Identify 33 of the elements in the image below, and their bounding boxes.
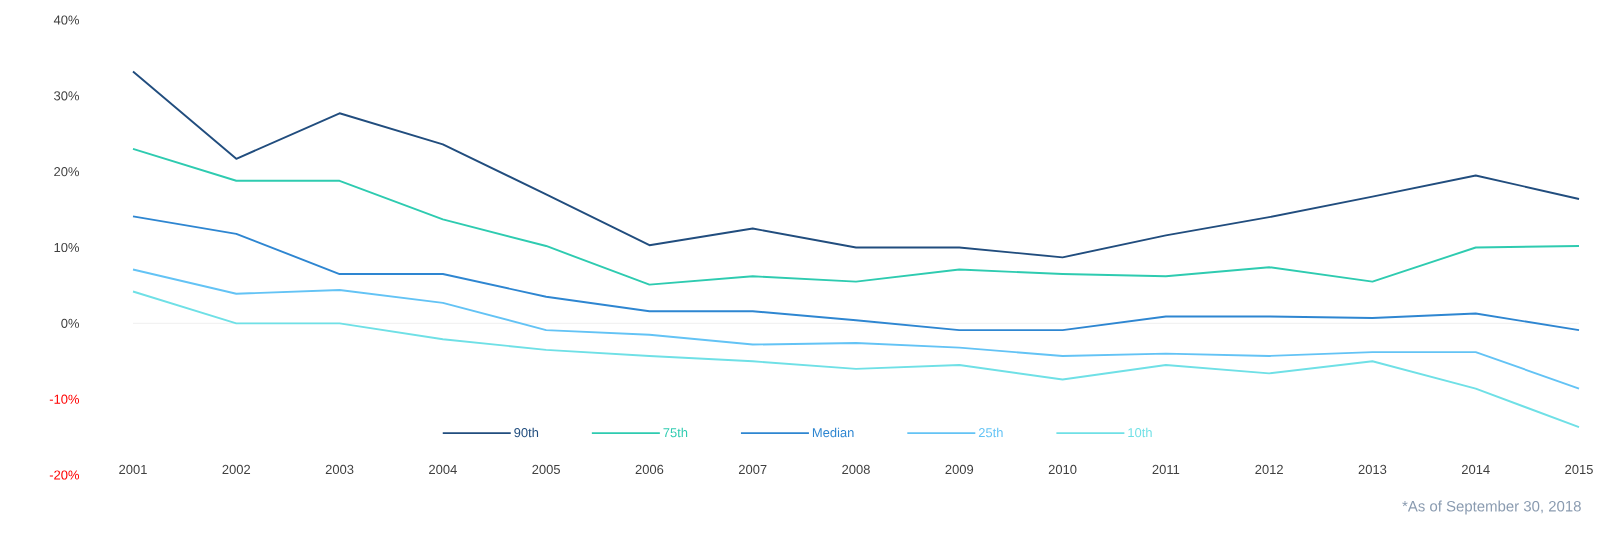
x-tick-label: 2015 [1565,464,1593,475]
text: 10th [1128,427,1152,438]
line-series [132,268,1580,390]
line-series [132,70,1580,259]
x-tick-label: 2010 [1048,464,1077,475]
text: *As of September 30, 2018 [1402,500,1581,515]
x-tick-label: 2003 [325,464,354,475]
line-series [132,290,1580,429]
x-tick-label: 2007 [738,464,767,475]
x-tick-label: 2005 [532,464,560,475]
y-tick-label: 30% [54,91,80,101]
x-tick-label: 2013 [1358,464,1387,475]
x-tick-label: 2006 [635,464,664,475]
x-tick-label: 2004 [429,464,457,475]
line-series [132,147,1580,286]
x-tick-label: 2002 [222,464,251,475]
x-tick-label: 2011 [1152,464,1180,475]
y-tick-label: 20% [54,167,80,177]
text: 90th [514,427,539,438]
x-tick-label: 2009 [945,464,974,475]
line-series [132,215,1580,332]
y-tick-label: 40% [53,15,80,25]
x-tick-label: 2008 [842,464,870,475]
x-tick-label: 2012 [1255,464,1283,475]
text: 25th [978,427,1003,438]
y-tick-label: 0% [61,318,80,328]
y-tick-label: -10% [49,394,80,404]
text: 75th [663,427,688,438]
y-tick-label: 10% [54,242,80,253]
x-tick-label: 2001 [119,464,147,475]
text: Median [812,427,854,438]
x-tick-label: 2014 [1461,464,1490,475]
y-tick-label: -20% [49,470,80,480]
